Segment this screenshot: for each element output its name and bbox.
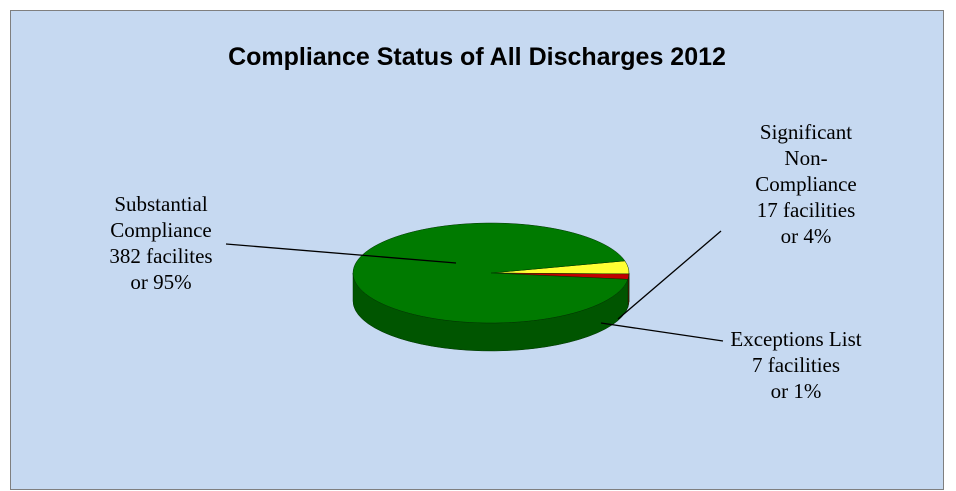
slice-percent-label: or 4% xyxy=(741,223,871,249)
slice-category: Exceptions List xyxy=(701,326,891,352)
slice-value-label: 7 facilities xyxy=(701,352,891,378)
chart: Compliance Status of All Discharges 2012… xyxy=(10,10,944,490)
slice-category: Substantial Compliance xyxy=(94,191,229,243)
slice-percent-label: or 1% xyxy=(701,378,891,404)
slice-category: Significant Non-Compliance xyxy=(741,119,871,197)
slice-percent-label: or 95% xyxy=(94,269,229,295)
slice-value-label: 382 facilites xyxy=(94,243,229,269)
slice-value-label: 17 facilities xyxy=(741,197,871,223)
leader-line xyxy=(618,231,721,319)
